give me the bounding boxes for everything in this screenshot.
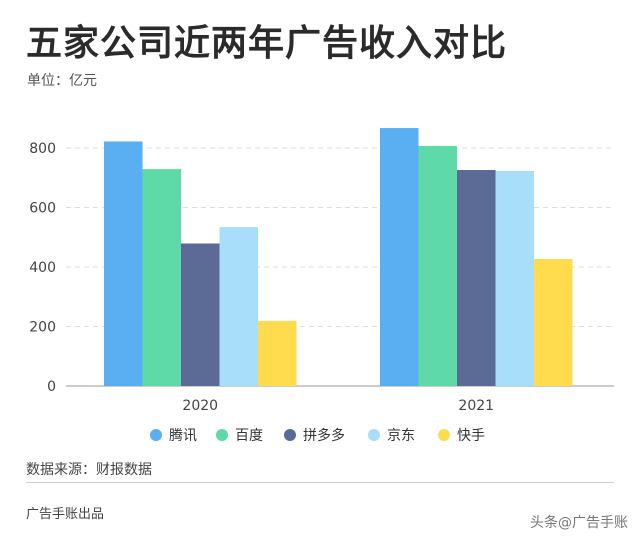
legend-swatch xyxy=(216,429,228,441)
data-source: 数据来源：财报数据 xyxy=(26,462,152,478)
bar xyxy=(457,170,496,386)
legend-swatch xyxy=(438,429,450,441)
bar xyxy=(181,243,220,386)
bar xyxy=(380,128,419,386)
bar xyxy=(219,227,258,386)
bar xyxy=(104,141,143,386)
legend-label: 快手 xyxy=(457,428,485,444)
bar-chart: 0 200 400 600 800 2020 2021 腾讯 百度 拼多多 京东 快手 xyxy=(29,128,614,444)
credit-text: 广告手账出品 xyxy=(26,507,105,522)
y-tick-label: 0 xyxy=(47,379,56,395)
y-tick-label: 200 xyxy=(29,320,56,336)
y-tick-label: 400 xyxy=(29,260,56,276)
bar xyxy=(142,169,181,386)
chart-title: 五家公司近两年广告收入对比 xyxy=(26,23,508,64)
bar xyxy=(258,320,297,386)
x-tick-label: 2020 xyxy=(182,398,218,414)
x-tick-label: 2021 xyxy=(458,398,494,414)
legend-label: 拼多多 xyxy=(303,427,345,444)
bar xyxy=(534,258,573,386)
watermark-text: 头条@广告手账 xyxy=(530,515,628,531)
legend-swatch xyxy=(150,429,162,441)
legend-label: 腾讯 xyxy=(169,427,197,444)
y-tick-label: 800 xyxy=(29,141,56,157)
bar xyxy=(418,145,457,386)
footer-divider xyxy=(26,482,614,483)
legend-swatch xyxy=(368,429,380,441)
legend-label: 京东 xyxy=(387,428,415,444)
legend-label: 百度 xyxy=(235,428,263,444)
legend-swatch xyxy=(284,429,296,441)
bar xyxy=(495,170,534,386)
y-tick-label: 600 xyxy=(29,201,56,217)
unit-label: 单位：亿元 xyxy=(27,73,97,89)
